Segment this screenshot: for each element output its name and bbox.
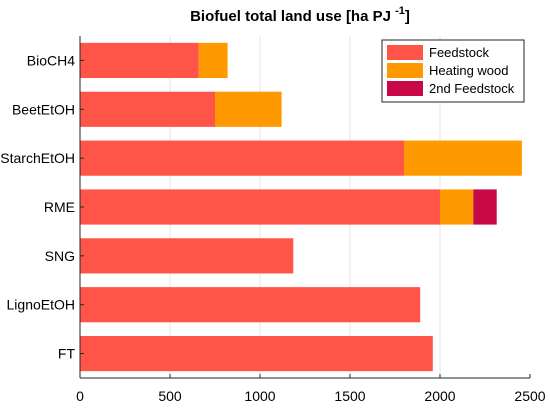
y-tick-label: BeetEtOH [12, 101, 75, 117]
legend-label: 2nd Feedstock [429, 81, 515, 96]
chart-title: Biofuel total land use [ha PJ -1] [190, 5, 410, 25]
x-tick-label: 1000 [244, 388, 275, 404]
x-tick-label: 2000 [424, 388, 455, 404]
x-tick-label: 0 [76, 388, 84, 404]
bar-segment [80, 91, 215, 127]
bar-segment [215, 91, 282, 127]
y-tick-label: SNG [45, 248, 75, 264]
bar-segment [198, 42, 228, 79]
bar-segment [80, 287, 421, 323]
bars [80, 42, 522, 372]
bar-segment [404, 140, 522, 176]
x-tick-label: 2500 [514, 388, 545, 404]
y-tick-label: FT [58, 346, 76, 362]
x-tick-label: 1500 [334, 388, 365, 404]
legend-swatch [387, 45, 423, 60]
bar-segment [80, 42, 199, 79]
legend-label: Feedstock [429, 45, 489, 60]
y-tick-label: BioCH4 [27, 52, 75, 68]
bar-segment [440, 189, 474, 225]
x-tick-label: 500 [158, 388, 182, 404]
legend: Feedstock Heating wood 2nd Feedstock [381, 39, 525, 103]
bar-segment [80, 140, 404, 176]
axes [79, 36, 531, 379]
bar-segment [473, 189, 497, 225]
bar-segment [80, 189, 440, 225]
y-tick-label: StarchEtOH [0, 150, 75, 166]
bar-segment [80, 238, 294, 274]
y-tick-label: LignoEtOH [7, 297, 75, 313]
legend-label: Heating wood [429, 63, 509, 78]
y-tick-label: RME [44, 199, 75, 215]
legend-swatch [387, 81, 423, 96]
tick-labels: 0 500 1000 1500 2000 2500 BioCH4 BeetEtOH Starch… [0, 52, 545, 404]
bar-segment [80, 335, 433, 372]
legend-swatch [387, 63, 423, 78]
